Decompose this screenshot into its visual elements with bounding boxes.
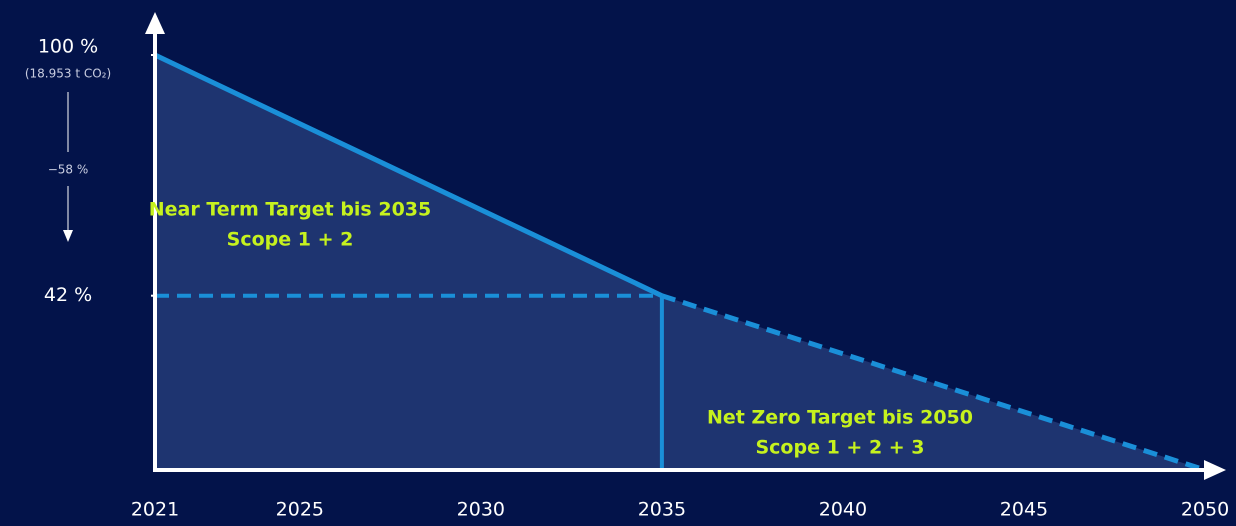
line: [153, 52, 663, 298]
x-tick-label: 2045: [1000, 499, 1048, 521]
x-tick-label: 2030: [457, 499, 505, 521]
annotation: Scope 1 + 2: [227, 229, 354, 251]
annotation: Near Term Target bis 2035: [149, 199, 432, 221]
annotation: Scope 1 + 2 + 3: [755, 437, 924, 459]
reduction-arrow: [63, 230, 73, 242]
baseline-note: (18.953 t CO₂): [25, 67, 111, 81]
y-tick-label: 100 %: [38, 36, 98, 58]
x-tick-label: 2035: [638, 499, 686, 521]
x-axis-arrow: [1204, 460, 1226, 480]
y-tick-label: 42 %: [44, 284, 92, 306]
x-tick-label: 2040: [819, 499, 867, 521]
reduction-note: −58 %: [48, 163, 89, 177]
x-tick-label: 2021: [131, 499, 179, 521]
annotation: Net Zero Target bis 2050: [707, 407, 973, 429]
x-tick-label: 2050: [1181, 499, 1229, 521]
line: [661, 293, 1206, 473]
x-tick-label: 2025: [276, 499, 324, 521]
plot: [153, 52, 1206, 473]
y-axis-arrow: [145, 12, 165, 34]
area: [155, 55, 662, 470]
